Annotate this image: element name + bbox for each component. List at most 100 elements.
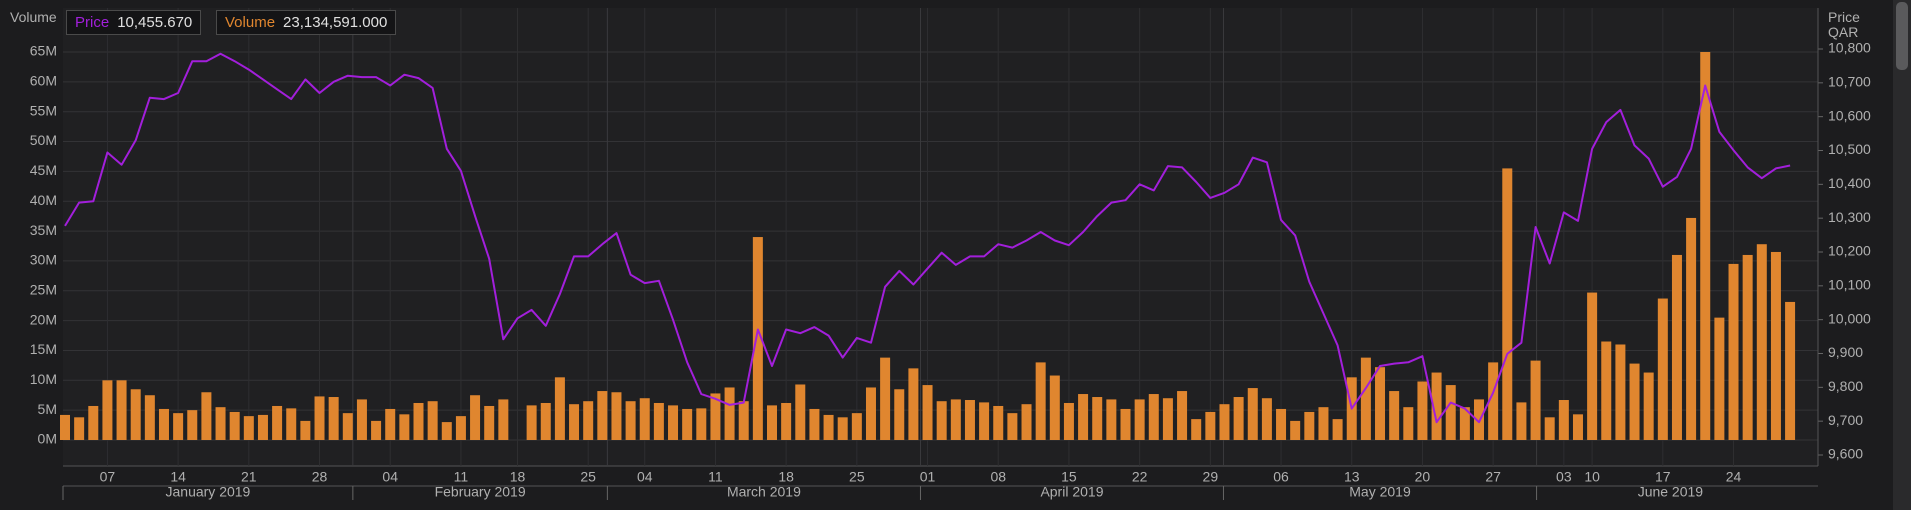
x-tick-label: 10 [1584,469,1600,485]
volume-bar [1233,397,1244,440]
volume-bar [964,400,975,440]
volume-bar [894,389,905,440]
y-tick-label: 40M [30,192,57,208]
y-tick-label: 35M [30,222,57,238]
month-label: February 2019 [435,484,526,500]
legend-name: Volume [225,14,276,31]
month-label: April 2019 [1040,484,1103,500]
volume-bar [1162,398,1173,440]
volume-bar [696,408,707,440]
x-tick-label: 20 [1415,469,1431,485]
volume-bar [1360,357,1371,440]
scrollbar-thumb[interactable] [1896,2,1908,70]
volume-bar [668,405,679,440]
x-tick-label: 06 [1273,469,1289,485]
y2-tick-label: 9,800 [1828,378,1863,394]
y-tick-label: 25M [30,281,57,297]
x-tick-label: 17 [1655,469,1671,485]
volume-bar [1261,398,1272,440]
volume-bar [1615,344,1626,440]
volume-bar [809,408,820,440]
y2-tick-label: 10,600 [1828,107,1871,123]
y-tick-label: 30M [30,252,57,268]
volume-bar [1417,381,1428,440]
volume-bar [385,408,396,440]
volume-bar [371,420,382,440]
volume-bar [781,402,792,440]
volume-bar [922,385,933,440]
volume-bar [1035,362,1046,440]
volume-bar [187,410,198,440]
x-tick-label: 27 [1485,469,1501,485]
volume-bar [455,416,466,440]
volume-bar [1742,254,1753,440]
volume-bar [1177,391,1188,440]
volume-bar [498,399,509,440]
volume-bar [1756,244,1767,440]
volume-bar [653,402,664,440]
volume-bar [1375,367,1386,440]
volume-bar [1431,372,1442,440]
volume-bar [1078,394,1089,440]
volume-bar [880,357,891,440]
volume-bar [1007,413,1018,440]
volume-bar [1120,408,1131,440]
volume-bar [554,377,565,440]
x-tick-label: 14 [170,469,186,485]
volume-bar [1063,402,1074,440]
volume-bar [441,422,452,440]
volume-bar [116,380,127,440]
volume-bar [286,408,297,440]
x-tick-label: 11 [708,469,723,485]
volume-bar [1686,217,1697,440]
x-tick-label: 21 [241,469,257,485]
volume-bar [201,392,212,440]
volume-bar [1728,263,1739,440]
y2-tick-label: 9,900 [1828,344,1863,360]
volume-bar [1459,407,1470,440]
month-label: June 2019 [1638,484,1704,500]
month-label: January 2019 [166,484,251,500]
month-label: May 2019 [1349,484,1411,500]
x-tick-label: 04 [637,469,653,485]
x-tick-label: 11 [454,469,469,485]
y-axis-title: Volume [10,9,57,25]
volume-bar [1318,407,1329,440]
volume-bar [1389,391,1400,440]
y2-tick-label: 9,600 [1828,446,1863,462]
volume-bar [1134,399,1145,440]
volume-bar [738,401,749,440]
volume-bar [936,401,947,440]
volume-bar [1219,404,1230,440]
volume-bar [102,380,113,440]
y-tick-label: 5M [38,401,57,417]
volume-bar [1502,168,1513,440]
volume-bar [1304,411,1315,440]
volume-bar [1106,399,1117,440]
last-value: 10,455.670 [117,14,193,31]
volume-bar [908,368,919,440]
volume-readout: Volume 23,134,591.000 [216,10,397,35]
volume-bar [229,411,240,440]
volume-bar [639,398,650,440]
volume-bar [1403,407,1414,440]
volume-bar [484,405,495,440]
volume-bar [74,417,85,440]
volume-bar [569,404,580,440]
volume-bar [1290,420,1301,440]
x-tick-label: 22 [1132,469,1148,485]
volume-bar [1092,397,1103,440]
y2-axis-title: Price QAR [1828,9,1860,40]
volume-bar [356,399,367,440]
y-tick-label: 55M [30,102,57,118]
volume-bar [144,395,155,440]
x-tick-label: 15 [1061,469,1077,485]
y-tick-label: 65M [30,43,57,59]
volume-bar [1572,414,1583,440]
volume-bar [342,413,353,440]
volume-bar [625,401,636,440]
volume-bar [682,408,693,440]
volume-bar [1474,399,1484,440]
volume-bar [1657,298,1668,440]
volume-bar [823,414,834,440]
